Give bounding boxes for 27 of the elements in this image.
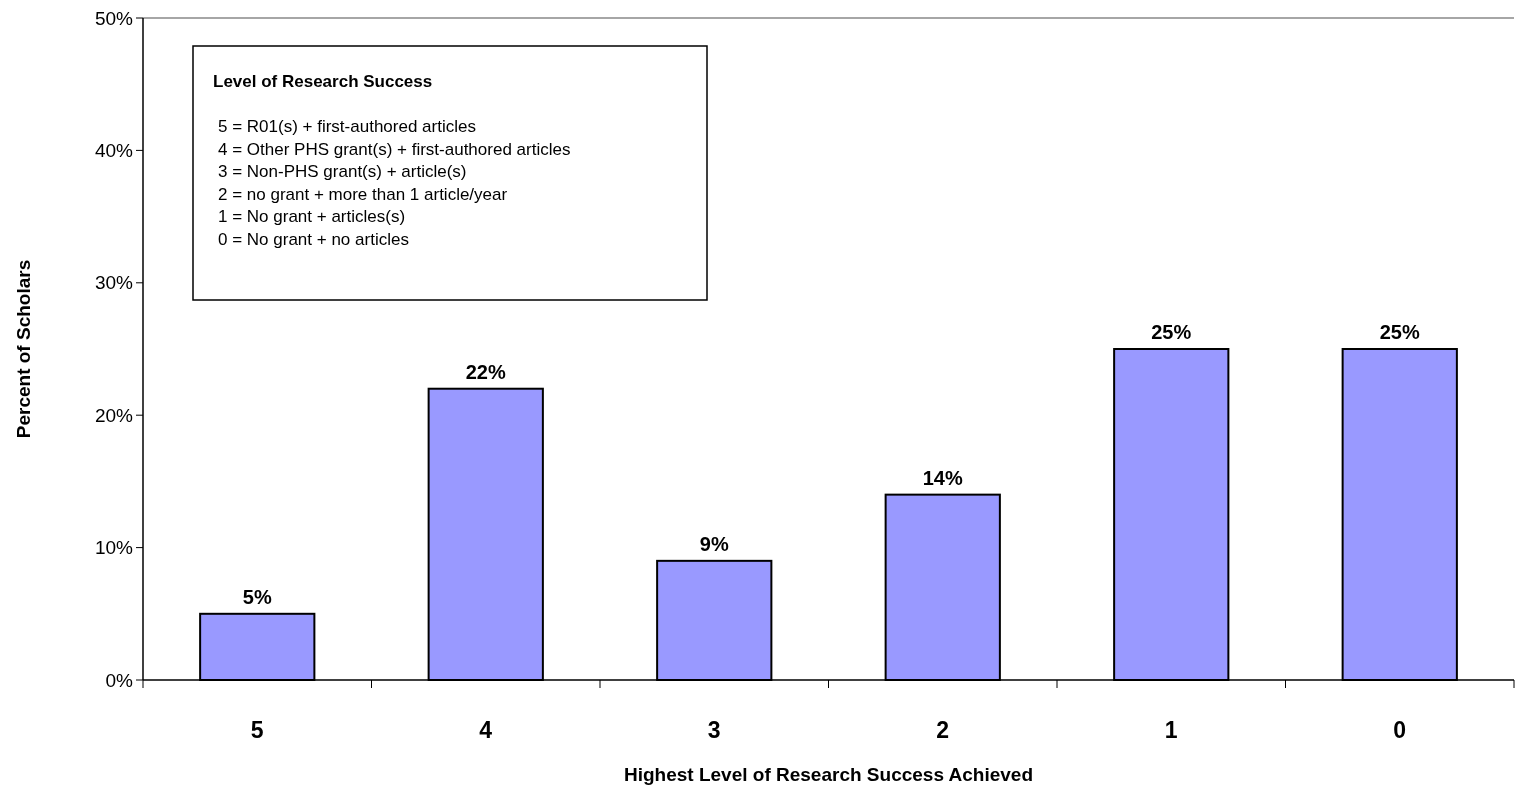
annotation: 5 = R01(s) + first-authored articles <box>218 117 476 136</box>
data-label: 22% <box>465 360 506 383</box>
x-tick-label: 3 <box>707 717 721 743</box>
data-label: 9% <box>699 532 729 555</box>
x-tick-label: 0 <box>1393 717 1407 743</box>
data-label: 5% <box>242 585 272 608</box>
y-tick-label: 0% <box>105 669 134 691</box>
y-tick-label: 30% <box>94 272 134 294</box>
x-axis-title: Highest Level of Research Success Achieved <box>623 764 1034 785</box>
y-tick-label: 50% <box>94 7 134 29</box>
data-label: 14% <box>922 466 963 489</box>
x-tick-label: 5 <box>250 717 264 743</box>
y-tick-label: 40% <box>94 140 134 162</box>
x-tick-label: 1 <box>1164 717 1178 743</box>
y-tick-label: 20% <box>94 404 134 426</box>
annotation: 0 = No grant + no articles <box>218 229 409 249</box>
annotation: 3 = Non-PHS grant(s) + article(s) <box>218 162 467 181</box>
data-label: 25% <box>1379 321 1420 343</box>
x-tick-label: 4 <box>479 717 493 743</box>
y-tick-label: 10% <box>94 537 134 559</box>
annotation: Level of Research Success <box>213 72 433 91</box>
y-axis-title: Percent of Scholars <box>13 259 34 439</box>
data-label: 25% <box>1151 321 1192 343</box>
annotation: 1 = No grant + articles(s) <box>218 207 406 226</box>
annotation: 4 = Other PHS grant(s) + first-authored articles <box>218 139 571 159</box>
annotation: 2 = no grant + more than 1 article/year <box>218 184 508 204</box>
x-tick-label: 2 <box>936 717 950 743</box>
